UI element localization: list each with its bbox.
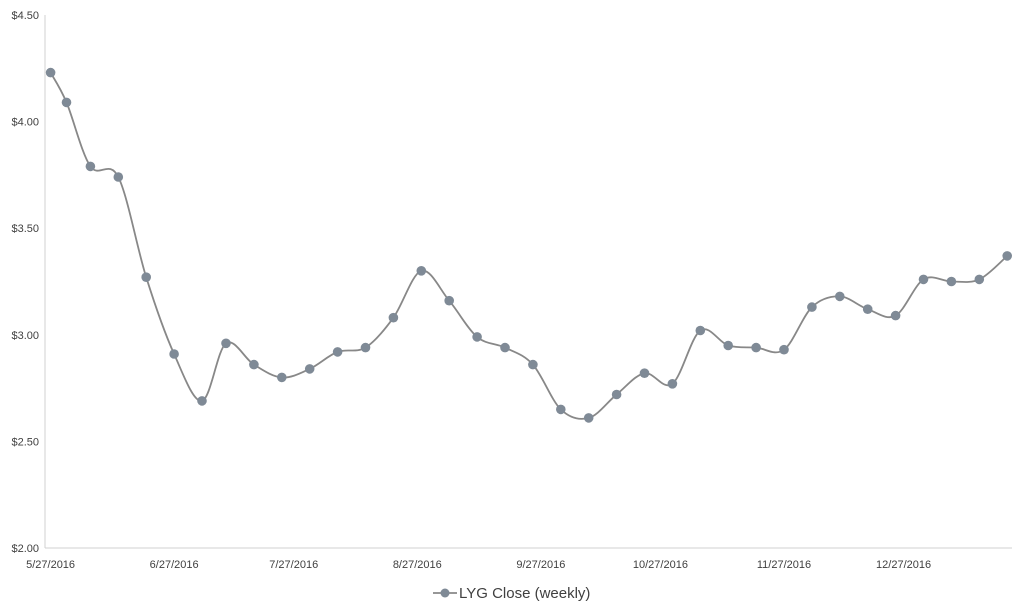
data-point [751,342,761,353]
data-point [667,379,678,389]
data-point [862,304,873,315]
data-point [249,359,259,370]
data-point [169,349,179,359]
data-point [304,364,315,374]
data-point [444,295,455,306]
data-point [221,338,231,349]
y-axis-ticks: $2.00 $2.50 $3.00 $3.50 $4.00 $4.50 [11,10,39,555]
x-tick-label: 9/27/2016 [516,559,565,571]
data-point [807,302,817,312]
data-point [974,274,985,285]
y-tick-label: $3.00 [11,330,39,342]
y-tick-label: $2.00 [11,543,39,555]
data-point [141,272,151,283]
data-point [85,161,96,172]
data-point [611,389,622,400]
y-tick-label: $3.50 [11,223,39,235]
data-point [332,347,343,357]
data-point [45,67,56,78]
y-tick-label: $4.50 [11,10,39,22]
legend-label: LYG Close (weekly) [459,585,590,602]
data-point [779,344,789,355]
data-point [946,276,957,287]
data-point [583,413,594,423]
x-tick-label: 11/27/2016 [757,559,811,571]
x-axis-ticks: 5/27/2016 6/27/2016 7/27/2016 8/27/2016 9/27… [26,559,931,571]
data-point [639,368,650,379]
y-tick-label: $2.50 [11,436,39,448]
x-tick-label: 8/27/2016 [393,559,442,571]
x-tick-label: 12/27/2016 [876,559,931,571]
data-point [277,372,287,383]
x-tick-label: 5/27/2016 [26,559,75,571]
data-point [918,274,929,285]
data-point [61,97,72,108]
data-point [388,312,399,323]
data-point [890,310,901,321]
data-point [500,342,510,353]
data-point [695,325,706,336]
x-tick-label: 10/27/2016 [633,559,688,571]
x-tick-label: 7/27/2016 [269,559,318,571]
data-point [1002,251,1012,261]
data-point [416,266,427,276]
x-tick-label: 6/27/2016 [150,559,199,571]
data-points [45,67,1012,423]
data-point [528,359,538,370]
data-point [197,396,207,406]
y-tick-label: $4.00 [11,117,39,129]
data-point [723,340,733,351]
legend: LYG Close (weekly) [433,585,590,602]
legend-dot-marker [440,588,450,598]
data-point [472,332,482,342]
data-point [556,404,566,415]
data-point [360,342,371,353]
data-point [113,172,124,182]
data-point [835,291,845,302]
